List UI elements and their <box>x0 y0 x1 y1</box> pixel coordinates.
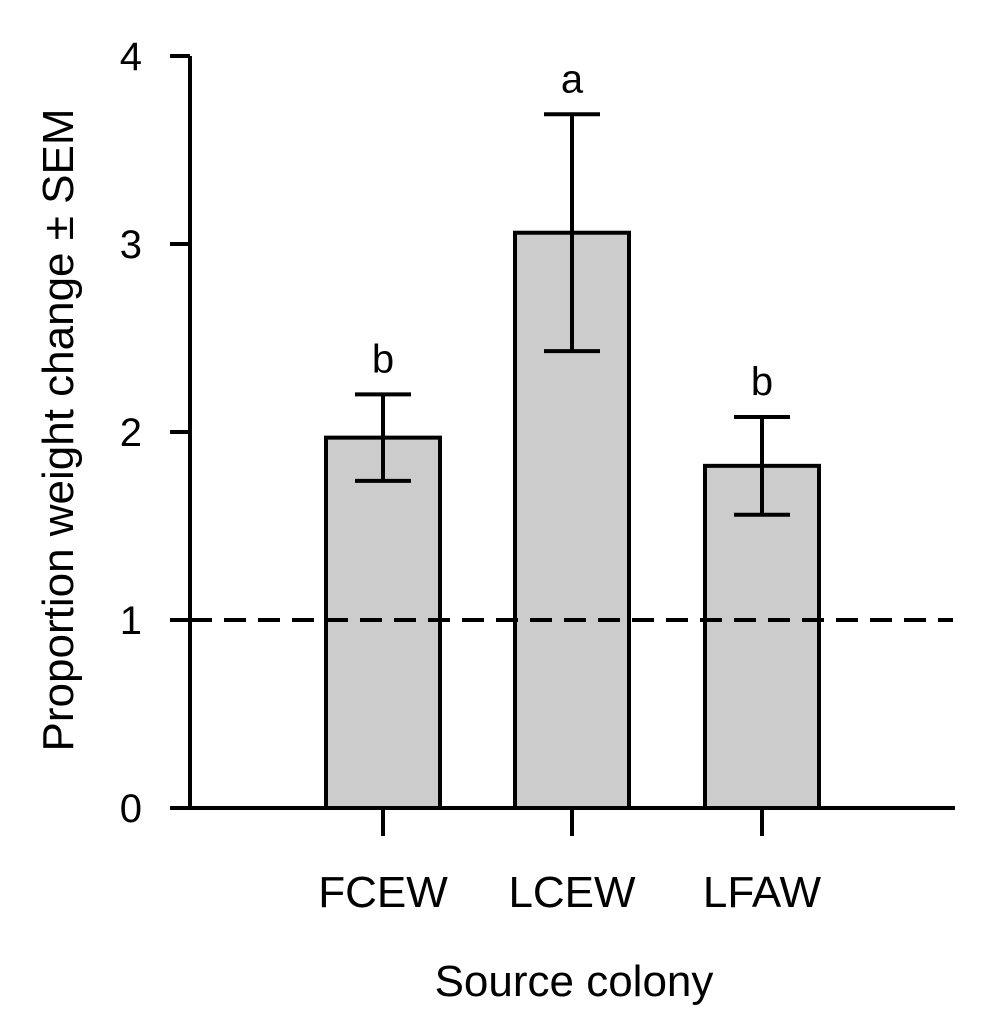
significance-label-fcew: b <box>372 337 394 381</box>
y-tick-label-4: 4 <box>120 35 142 79</box>
bar-lfaw <box>703 463 821 810</box>
x-axis-title: Source colony <box>435 957 714 1006</box>
y-tick-label-0: 0 <box>120 787 142 831</box>
bar-fcew <box>324 435 442 810</box>
y-tick-label-3: 3 <box>120 223 142 267</box>
axes-layer <box>170 54 955 836</box>
x-tick-label-lcew: LCEW <box>508 868 636 917</box>
y-axis-title: Proportion weight change ± SEM <box>34 109 83 752</box>
x-tick-label-fcew: FCEW <box>318 868 448 917</box>
x-tick-label-lfaw: LFAW <box>703 868 822 917</box>
y-tick-label-1: 1 <box>120 599 142 643</box>
significance-label-lfaw: b <box>751 360 773 404</box>
labels-layer: b FCEW a LCEW b LFAW 0 1 2 3 4 <box>120 35 822 917</box>
significance-label-lcew: a <box>561 57 584 101</box>
error-bars-layer <box>355 112 790 517</box>
y-tick-label-2: 2 <box>120 411 142 455</box>
